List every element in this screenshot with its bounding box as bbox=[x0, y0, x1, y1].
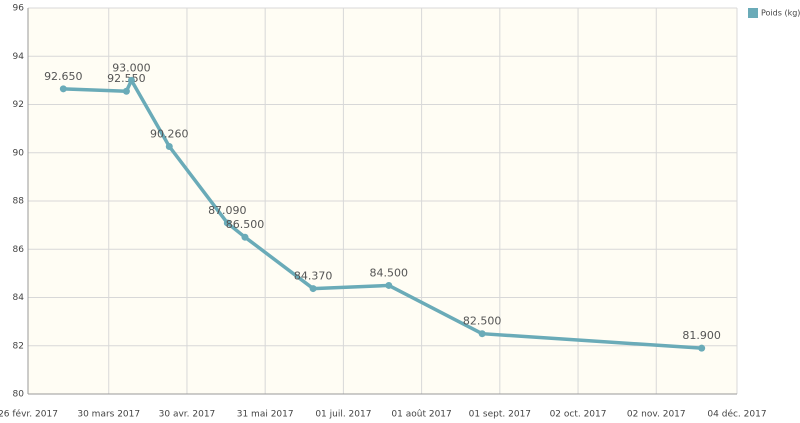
data-point bbox=[127, 76, 135, 84]
data-label: 84.500 bbox=[370, 266, 409, 279]
data-label: 81.900 bbox=[682, 329, 721, 342]
x-tick-label: 02 nov. 2017 bbox=[627, 410, 686, 420]
y-tick-label: 92 bbox=[13, 100, 24, 110]
legend-swatch bbox=[748, 8, 758, 18]
legend-label: Poids (kg) bbox=[761, 9, 800, 18]
y-tick-label: 82 bbox=[13, 341, 24, 351]
x-tick-label: 31 mai 2017 bbox=[237, 410, 294, 420]
x-tick-label: 02 oct. 2017 bbox=[550, 410, 607, 420]
data-point bbox=[698, 344, 706, 352]
data-point bbox=[122, 87, 130, 95]
y-tick-label: 94 bbox=[13, 52, 25, 62]
data-label: 90.260 bbox=[150, 127, 189, 140]
x-tick-label: 26 févr. 2017 bbox=[0, 409, 58, 420]
data-label: 92.650 bbox=[44, 70, 83, 83]
x-tick-label: 30 avr. 2017 bbox=[159, 410, 216, 420]
data-label: 93.000 bbox=[112, 61, 151, 74]
data-point bbox=[59, 85, 67, 93]
x-tick-label: 04 déc. 2017 bbox=[707, 409, 766, 420]
data-line bbox=[63, 78, 702, 350]
data-label: 92.550 bbox=[107, 72, 146, 85]
data-label: 84.370 bbox=[294, 270, 333, 283]
data-point bbox=[385, 281, 393, 289]
data-point bbox=[165, 142, 173, 150]
data-label: 82.500 bbox=[463, 315, 502, 328]
y-tick-label: 96 bbox=[13, 4, 25, 14]
x-tick-label: 01 sept. 2017 bbox=[469, 410, 531, 420]
y-tick-label: 90 bbox=[13, 148, 25, 158]
y-tick-label: 88 bbox=[13, 197, 25, 207]
y-tick-label: 86 bbox=[13, 245, 25, 255]
data-point bbox=[309, 285, 317, 293]
data-label: 86.500 bbox=[226, 218, 265, 231]
y-tick-label: 80 bbox=[13, 390, 25, 400]
x-tick-label: 01 août 2017 bbox=[391, 410, 451, 420]
data-point bbox=[478, 330, 486, 338]
x-tick-label: 01 juil. 2017 bbox=[315, 410, 371, 420]
x-tick-label: 30 mars 2017 bbox=[77, 410, 140, 420]
data-label: 87.090 bbox=[208, 204, 247, 217]
data-point bbox=[223, 219, 231, 227]
data-point bbox=[241, 233, 249, 241]
y-tick-label: 84 bbox=[13, 293, 25, 303]
